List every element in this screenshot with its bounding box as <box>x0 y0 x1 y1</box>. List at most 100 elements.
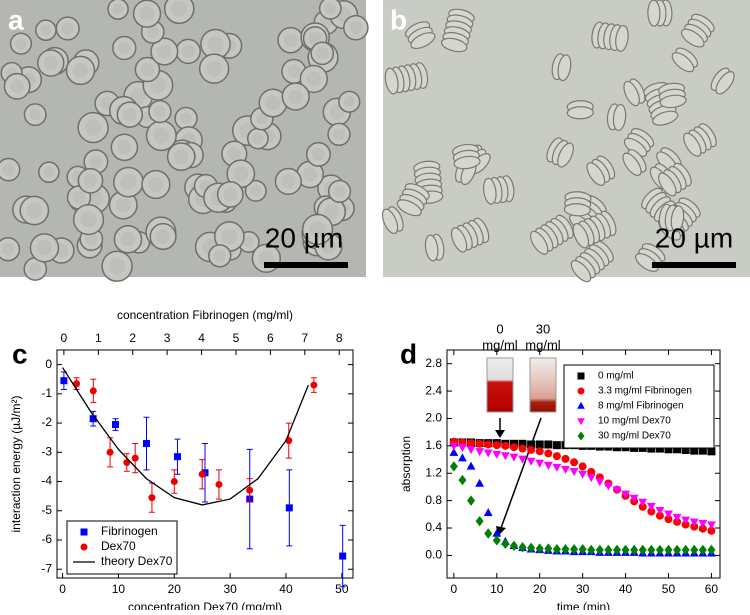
cell-center <box>153 127 170 144</box>
x-tick-label: 30 <box>576 582 590 596</box>
legend-label: 10 mg/ml Dex70 <box>598 416 671 427</box>
x-tick-label: 50 <box>335 582 349 596</box>
marker <box>561 465 570 474</box>
cell-center <box>29 108 42 121</box>
marker <box>142 440 150 448</box>
cell-center <box>84 119 102 136</box>
marker <box>475 515 484 527</box>
marker <box>466 446 476 455</box>
legend-swatch <box>577 431 585 441</box>
legend-label: 0 mg/ml <box>598 371 634 382</box>
marker <box>518 439 527 448</box>
marker <box>586 474 596 483</box>
marker <box>681 445 690 454</box>
cell-stack <box>658 172 677 197</box>
cell-center <box>316 47 329 60</box>
marker <box>707 544 716 556</box>
marker <box>552 544 561 555</box>
legend-swatch <box>80 543 88 551</box>
marker <box>604 544 613 556</box>
cell-center <box>26 202 43 219</box>
marker <box>603 482 613 491</box>
cell-stack <box>482 177 497 205</box>
cell-center <box>108 257 126 275</box>
cell-stack <box>570 259 592 283</box>
cell-center <box>120 231 136 247</box>
marker <box>475 448 485 457</box>
marker <box>655 544 664 556</box>
cell-stack <box>381 208 399 235</box>
marker <box>681 516 691 525</box>
x-tick-label: 10 <box>490 582 504 596</box>
legend-label: Dex70 <box>101 539 136 553</box>
x-axis-title: time (min) <box>557 600 610 610</box>
cell-stack <box>566 106 594 120</box>
y-tick-label: 1.6 <box>425 438 442 452</box>
cell-center <box>15 37 27 50</box>
cell-center <box>157 44 172 59</box>
cell-center <box>309 221 326 238</box>
cell-stack <box>586 162 606 186</box>
marker <box>707 526 716 535</box>
cell-center <box>324 2 337 15</box>
marker <box>561 454 570 463</box>
marker <box>621 544 630 556</box>
cell-center <box>40 24 52 36</box>
marker <box>570 458 579 467</box>
cell-stack <box>622 152 642 177</box>
cell-center <box>149 77 167 94</box>
marker <box>527 440 536 449</box>
marker <box>612 544 621 556</box>
y-tick-label: -1 <box>41 386 52 400</box>
marker <box>173 453 181 461</box>
cell-center <box>148 176 164 193</box>
cuvette <box>529 357 557 413</box>
marker <box>458 474 467 486</box>
marker <box>638 544 647 556</box>
marker <box>707 521 716 530</box>
x2-tick-label: 0 <box>61 331 68 345</box>
cell-stack <box>410 32 436 50</box>
marker <box>518 455 527 464</box>
marker <box>518 541 527 553</box>
cuvette <box>486 357 514 413</box>
x2-tick-label: 6 <box>267 331 274 345</box>
marker <box>690 446 699 455</box>
cell-center <box>10 79 25 94</box>
marker <box>672 513 682 522</box>
cell-stack <box>563 203 591 217</box>
x2-tick-label: 5 <box>233 331 240 345</box>
marker <box>467 439 476 448</box>
cell-stack <box>384 67 399 95</box>
scale-bar-label: 20 µm <box>265 222 343 253</box>
cell-center <box>311 147 325 161</box>
marker <box>535 440 544 449</box>
cell-stack <box>671 52 695 73</box>
marker <box>170 478 178 486</box>
marker <box>578 470 588 479</box>
cell-center <box>2 163 15 176</box>
cell-center <box>36 240 53 256</box>
cell-stack <box>440 37 468 53</box>
marker <box>198 470 206 478</box>
cell-stack <box>450 227 468 253</box>
panel-label: c <box>12 338 28 369</box>
marker <box>690 544 699 556</box>
marker <box>131 454 139 462</box>
marker <box>526 457 536 466</box>
marker <box>655 444 664 453</box>
marker <box>148 494 156 502</box>
scale-bar-label: 20 µm <box>655 222 733 253</box>
y-tick-label: 2.4 <box>425 383 442 397</box>
cell-stack <box>659 94 687 109</box>
cell-center <box>243 236 255 248</box>
marker <box>621 490 630 499</box>
marker <box>492 528 502 537</box>
y-tick-label: 2.0 <box>425 411 442 425</box>
cell-center <box>171 0 188 17</box>
marker <box>509 540 518 552</box>
cell-center <box>43 55 58 71</box>
marker <box>535 543 544 554</box>
x-tick-label: 20 <box>533 582 547 596</box>
marker <box>449 461 458 472</box>
